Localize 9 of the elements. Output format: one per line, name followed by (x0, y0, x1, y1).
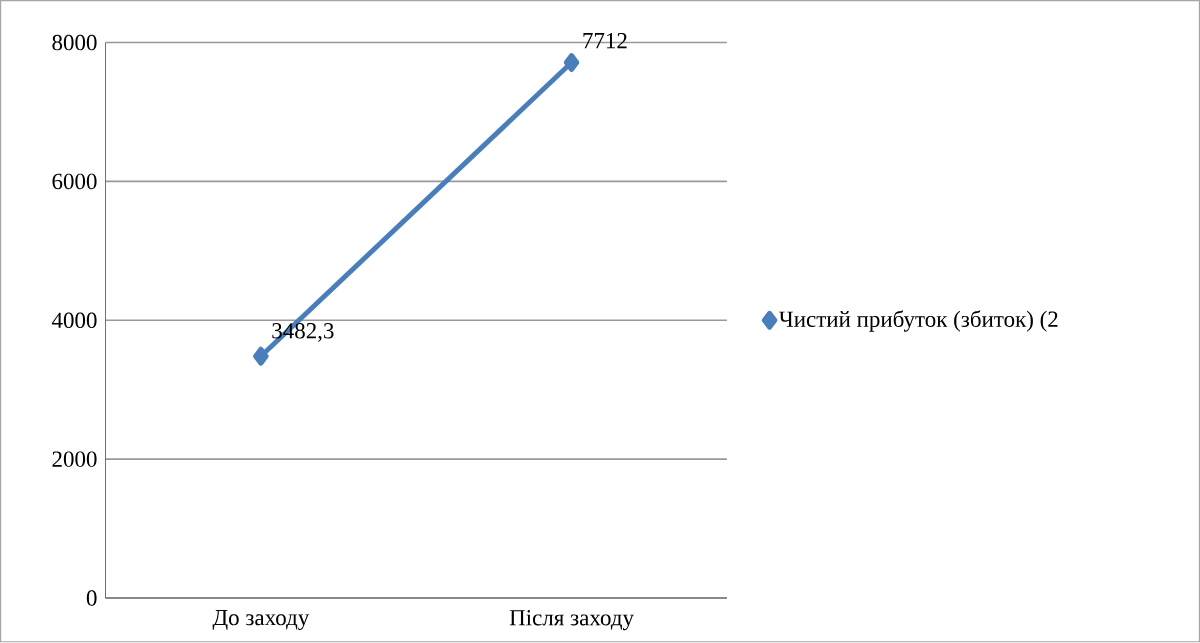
y-tick-label: 6000 (52, 173, 97, 190)
y-tick-label: 0 (86, 590, 97, 606)
legend-label: Чистий прибуток (збиток) (2 (779, 310, 1058, 332)
x-tick-label: Після заходу (509, 610, 634, 631)
y-tick-label: 4000 (51, 312, 97, 329)
x-tick-label: До заходу (212, 610, 310, 631)
y-tick-label: 2000 (52, 451, 97, 468)
data-label: 7712 (583, 33, 627, 49)
y-tick-label: 8000 (52, 35, 97, 51)
